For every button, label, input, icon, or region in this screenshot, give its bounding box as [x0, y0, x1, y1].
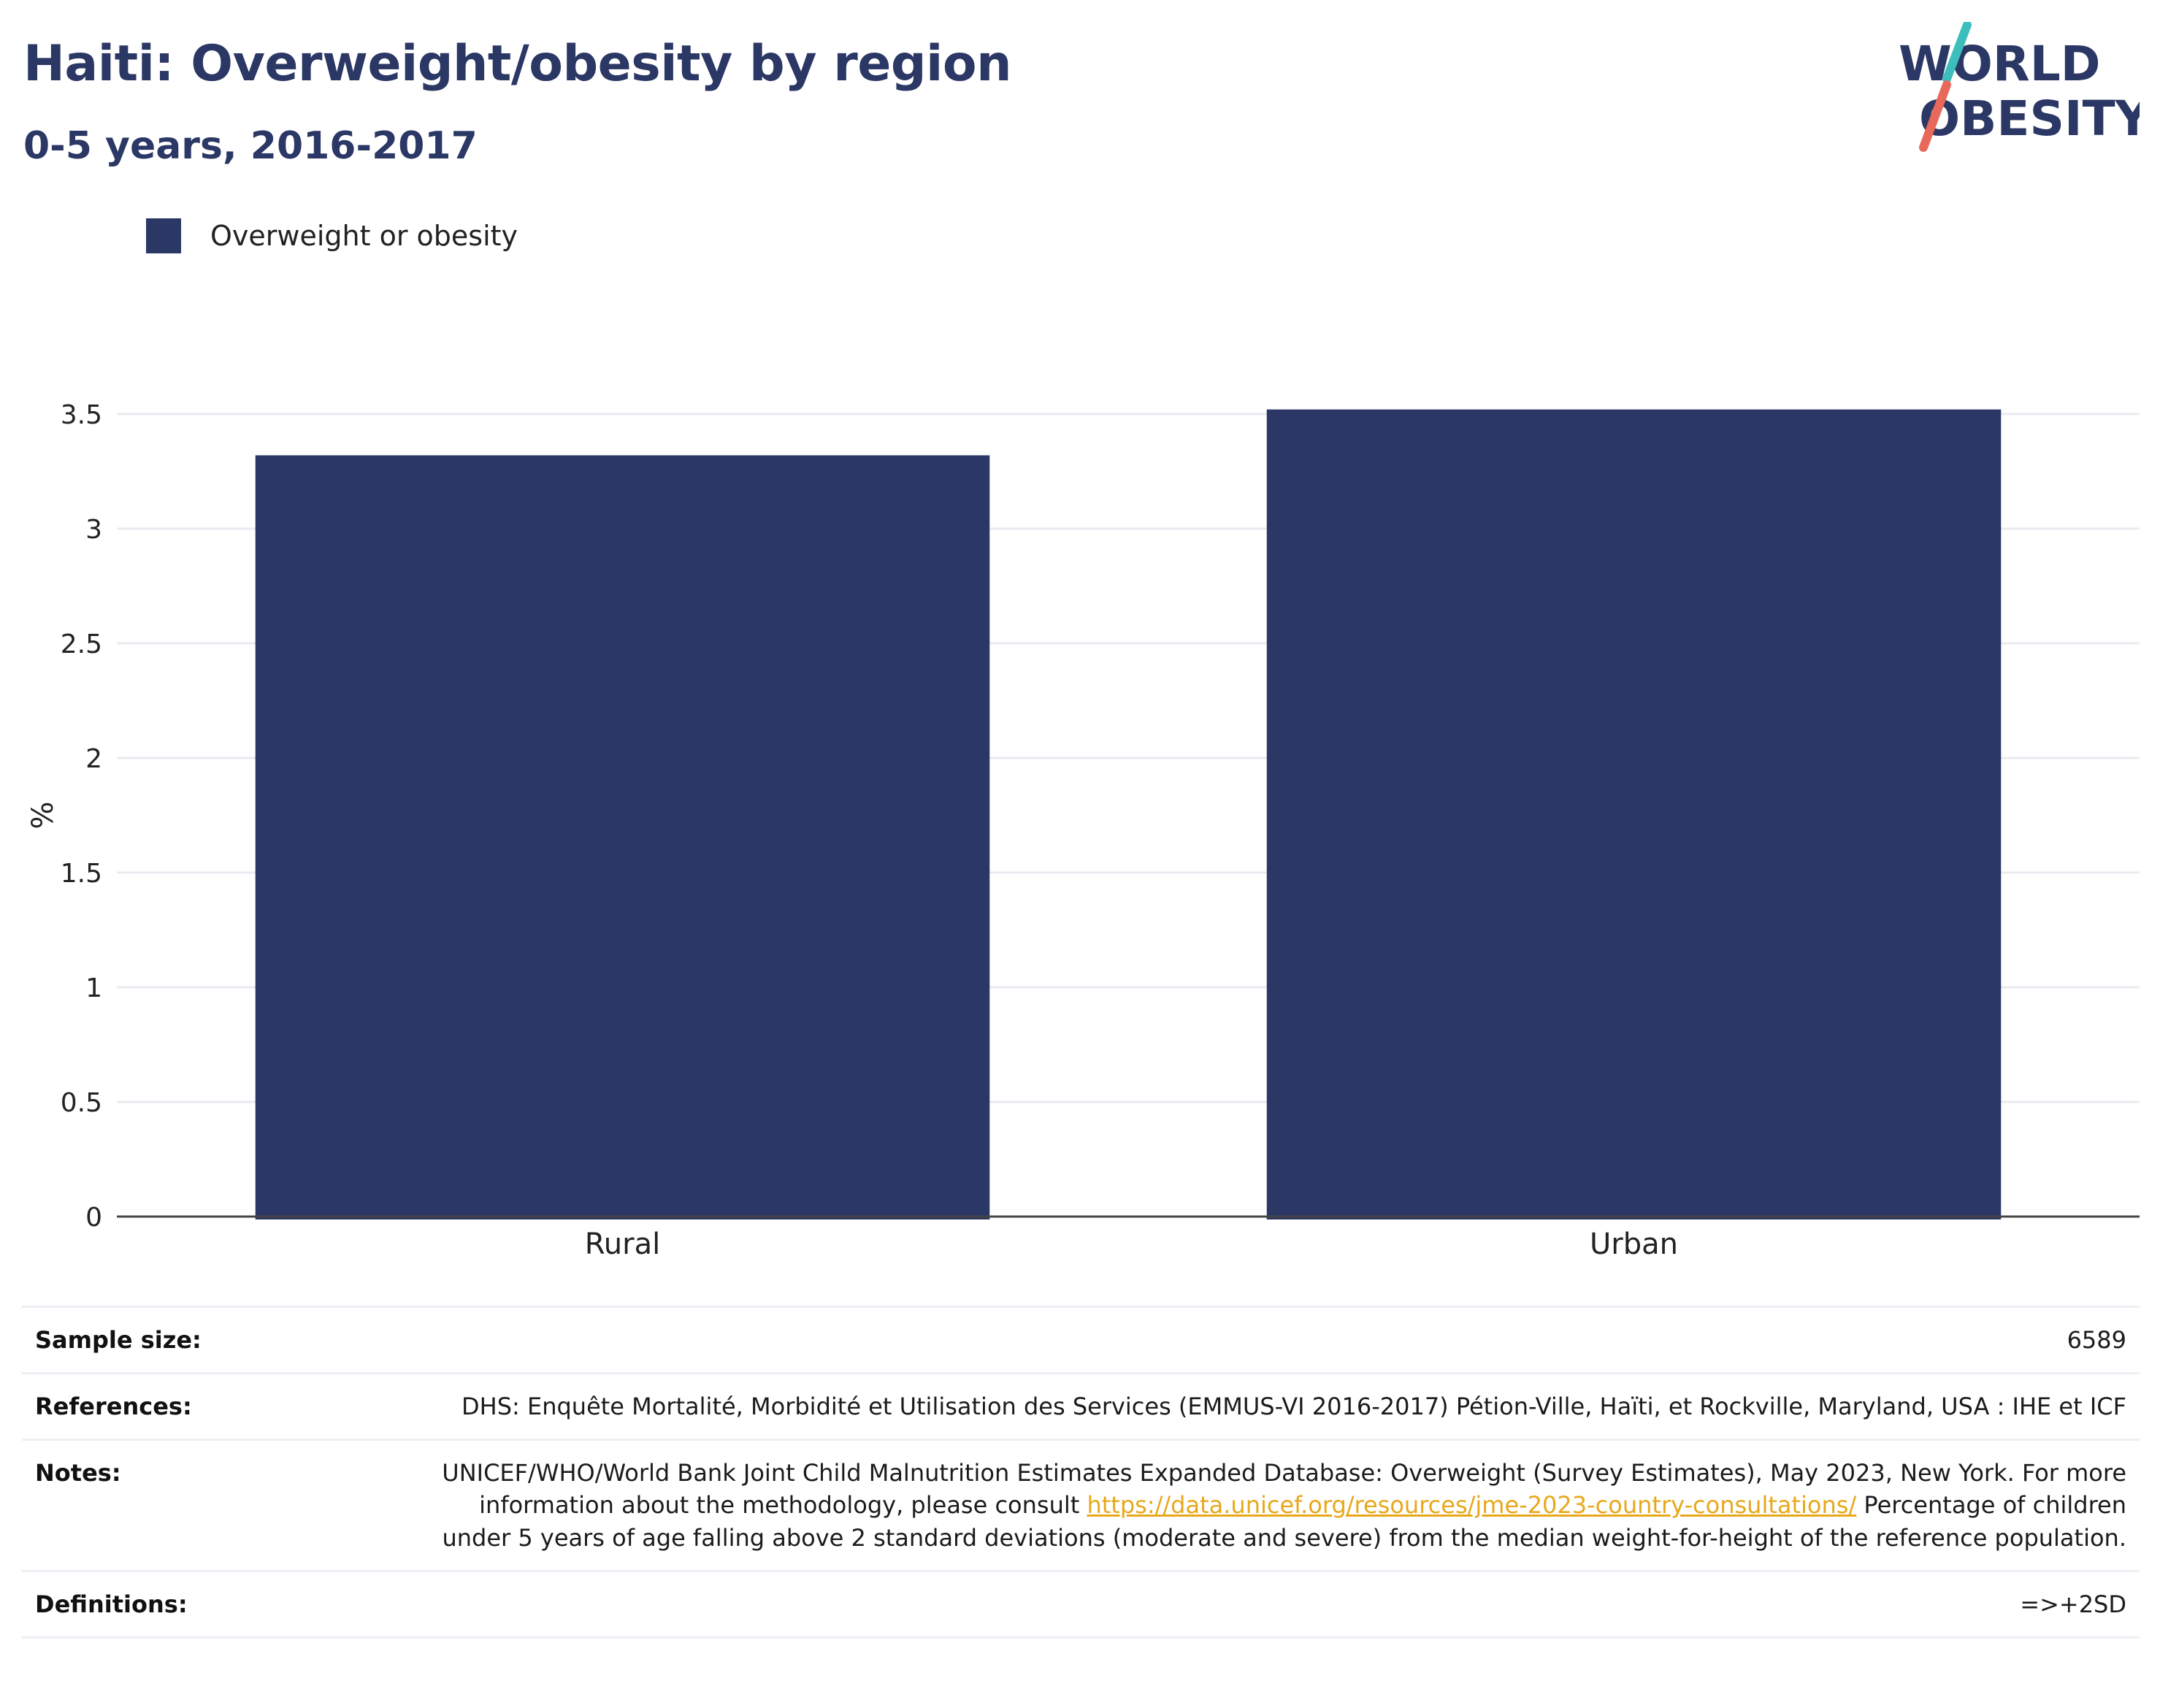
y-tick-label: 1.5 [61, 859, 102, 889]
world-obesity-logo: WORLD OBESITY [1899, 22, 2140, 153]
bar-urban [1266, 409, 2002, 1219]
bar-rural [255, 455, 990, 1219]
definitions-row: Definitions: =>+2SD [22, 1569, 2140, 1639]
notes-link[interactable]: https://data.unicef.org/resources/jme-20… [1087, 1491, 1857, 1520]
definitions-value: =>+2SD [413, 1569, 2140, 1639]
logo-teal-slash [1942, 22, 1972, 83]
chart-legend: Overweight or obesity [146, 218, 518, 254]
x-category-label: Rural [585, 1228, 660, 1261]
sample-size-value: 6589 [413, 1305, 2140, 1375]
y-tick-label: 3 [85, 515, 102, 545]
y-tick-label: 2 [85, 744, 102, 774]
sample-size-label: Sample size: [22, 1305, 413, 1375]
legend-label: Overweight or obesity [210, 220, 518, 252]
x-category-label: Urban [1590, 1228, 1678, 1261]
bar-chart: 0 0.5 1 1.5 2 2.5 3 3.5 Rural Urban% [26, 400, 2140, 1261]
references-row: References: DHS: Enquête Mortalité, Morb… [22, 1372, 2140, 1441]
logo-line1: WORLD [1899, 36, 2101, 92]
notes-text-before: UNICEF/WHO/World Bank Joint Child Malnut… [442, 1459, 2126, 1520]
references-value: DHS: Enquête Mortalité, Morbidité et Uti… [413, 1372, 2140, 1441]
logo-line2: OBESITY [1919, 91, 2140, 147]
y-tick-label: 2.5 [61, 629, 102, 659]
y-tick-label: 0 [85, 1203, 102, 1233]
sample-size-row: Sample size: 6589 [22, 1305, 2140, 1375]
axes: 0 0.5 1 1.5 2 2.5 3 3.5 Rural Urban% [26, 400, 2140, 1261]
info-table: Sample size: 6589 References: DHS: Enquê… [22, 1305, 2140, 1639]
y-tick-label: 0.5 [61, 1088, 102, 1118]
y-axis-title: % [26, 801, 60, 829]
logo-coral-slash [1919, 80, 1951, 152]
notes-row: Notes: UNICEF/WHO/World Bank Joint Child… [22, 1439, 2140, 1572]
chart-title: Haiti: Overweight/obesity by region [23, 35, 1012, 93]
y-tick-label: 1 [85, 973, 102, 1003]
definitions-label: Definitions: [22, 1569, 413, 1639]
notes-text-after: Percentage of children under 5 years of … [442, 1491, 2126, 1552]
notes-value: UNICEF/WHO/World Bank Joint Child Malnut… [413, 1439, 2140, 1572]
world-obesity-logo-graphic: WORLD OBESITY [1899, 22, 2140, 152]
bars [255, 409, 2002, 1219]
references-label: References: [22, 1372, 413, 1441]
y-tick-label: 3.5 [61, 400, 102, 430]
legend-swatch [146, 218, 181, 253]
chart-subtitle: 0-5 years, 2016-2017 [23, 124, 478, 168]
notes-label: Notes: [22, 1439, 413, 1572]
